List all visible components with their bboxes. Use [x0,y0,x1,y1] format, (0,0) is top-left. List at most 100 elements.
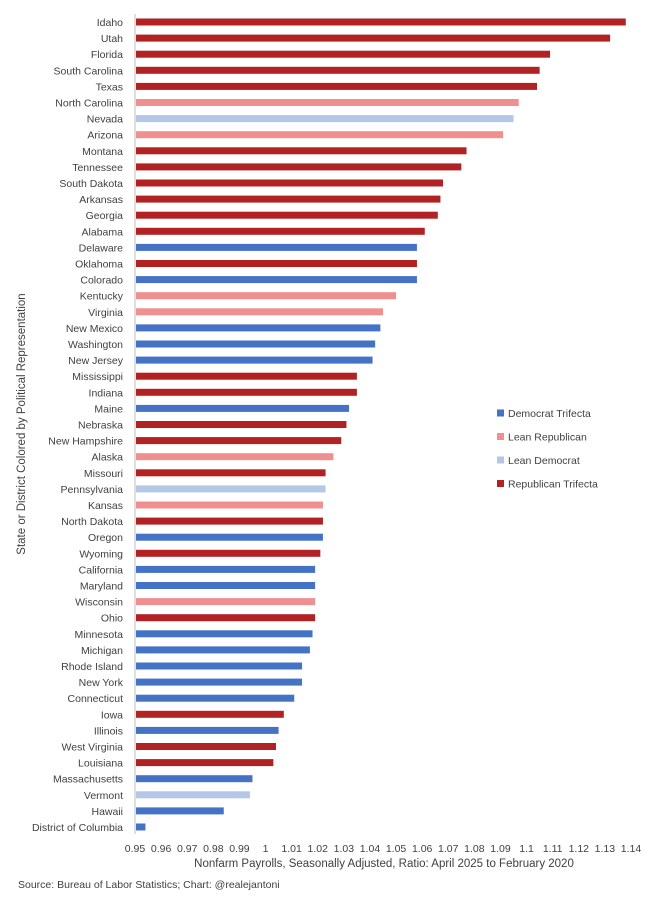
category-label: Missouri [84,468,123,480]
category-label: Mississippi [72,371,123,383]
category-label: District of Columbia [32,822,123,834]
category-label: Oklahoma [75,259,123,271]
source-note: Source: Bureau of Labor Statistics; Char… [18,879,280,891]
bar-illinois [136,726,279,734]
legend-swatch [497,409,504,417]
bar-virginia [136,308,383,316]
bar-hawaii [136,807,224,815]
x-tick-label: 0.97 [177,843,198,855]
bar-louisiana [136,759,274,767]
bar-wyoming [136,549,321,557]
legend-swatch [497,456,504,464]
bar-kentucky [136,292,397,300]
category-label: New Hampshire [48,436,123,448]
x-tick-label: 1.1 [519,843,534,855]
category-label: West Virginia [62,742,124,754]
x-tick-label: 1.04 [360,843,381,855]
legend-swatch [497,433,504,440]
x-tick-label: 0.96 [151,843,172,855]
bar-new-hampshire [136,437,342,445]
bars-layer [136,18,626,831]
legend-label: Lean Republican [508,432,587,444]
bar-oregon [136,533,323,541]
legend-label: Lean Democrat [508,455,580,467]
bar-connecticut [136,694,295,702]
x-tick-label: 1.02 [308,843,329,855]
x-tick-label: 1.11 [543,843,563,855]
category-label: North Dakota [61,516,123,528]
category-label: Washington [68,339,123,351]
bar-vermont [136,791,250,799]
bar-west-virginia [136,743,276,750]
bar-district-of-columbia [136,823,146,831]
bar-oklahoma [136,260,417,267]
x-tick-label: 1.08 [464,843,485,855]
legend: Democrat Trifecta Lean Republican Lean Dem… [497,408,598,491]
category-label: Tennessee [72,162,123,174]
category-label: Nebraska [78,420,123,432]
bar-missouri [136,469,326,477]
bar-idaho [136,18,626,26]
bar-new-york [136,678,303,686]
category-label: Alaska [91,452,123,464]
bar-alaska [136,453,334,461]
bar-south-carolina [136,66,540,74]
category-label: Montana [82,146,123,158]
x-tick-labels: 0.95 0.96 0.97 0.98 0.99 1 1.01 1.02 1.03 1.04 1.0… [125,843,642,855]
category-label: Minnesota [75,629,124,641]
bar-new-mexico [136,324,381,332]
x-tick-label: 0.98 [203,843,224,855]
bar-maryland [136,582,316,589]
bar-new-jersey [136,356,373,364]
category-label: Connecticut [68,693,124,705]
x-tick-label: 0.99 [229,843,250,855]
category-label: Texas [96,81,123,93]
bar-wisconsin [136,598,316,606]
bar-arkansas [136,195,441,203]
category-label: South Carolina [54,65,124,77]
category-label: Iowa [101,709,123,721]
bar-minnesota [136,630,313,638]
category-label: Hawaii [91,806,123,818]
category-label: Rhode Island [61,661,123,673]
category-label: Utah [101,33,123,45]
category-labels: Idaho Utah Florida South Carolina Texas North… [32,17,124,834]
category-label: Oregon [88,532,123,544]
category-label: Ohio [101,613,123,625]
bar-mississippi [136,372,357,380]
bar-arizona [136,131,504,139]
y-axis-title: State or District Colored by Political R… [16,293,28,554]
x-tick-label: 1.09 [490,843,511,855]
bar-colorado [136,276,417,284]
category-label: Virginia [88,307,123,319]
x-tick-label: 1.13 [595,843,616,855]
category-label: New Mexico [66,323,123,335]
bar-north-dakota [136,517,323,525]
bar-rhode-island [136,662,303,670]
category-label: Vermont [84,790,123,802]
category-label: Arizona [87,130,123,142]
category-label: Wisconsin [75,597,123,609]
x-tick-label: 1.14 [621,843,642,855]
category-label: Florida [91,49,123,61]
category-label: Georgia [86,210,124,222]
bar-pennsylvania [136,485,326,493]
bar-tennessee [136,163,462,171]
x-tick-label: 1.05 [386,843,407,855]
category-label: Maine [94,403,123,415]
category-label: Alabama [82,226,124,238]
category-label: Colorado [80,275,123,287]
x-axis-title: Nonfarm Payrolls, Seasonally Adjusted, R… [194,858,574,870]
bar-iowa [136,710,284,718]
category-label: Louisiana [78,758,123,770]
bar-south-dakota [136,179,444,187]
bar-indiana [136,388,357,396]
bar-texas [136,82,538,90]
category-label: Wyoming [79,548,123,560]
category-label: Idaho [97,17,123,29]
category-label: Indiana [89,387,124,399]
x-tick-label: 1.06 [412,843,433,855]
bar-massachusetts [136,775,253,783]
category-label: Illinois [94,725,123,737]
bar-kansas [136,501,323,509]
